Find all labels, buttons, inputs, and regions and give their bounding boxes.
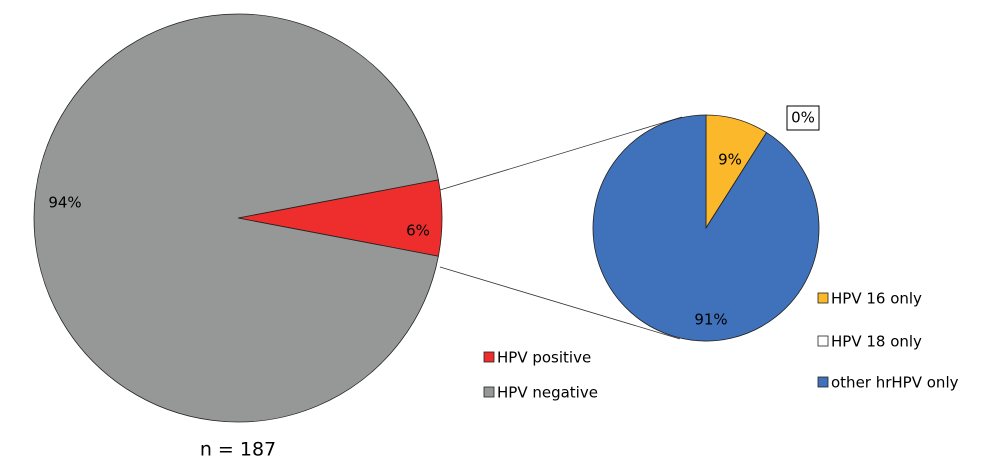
label-box xyxy=(786,105,820,131)
legend-label: HPV positive xyxy=(497,349,591,367)
pie-slice xyxy=(592,114,820,342)
data-label: 0% xyxy=(791,109,815,127)
legend-label: HPV negative xyxy=(497,384,598,402)
data-label: 9% xyxy=(718,151,742,169)
connector-line xyxy=(439,116,683,191)
annotation: n = 187 xyxy=(200,439,276,461)
data-label: 94% xyxy=(48,194,81,212)
legend-swatch xyxy=(483,386,495,398)
legend-swatch xyxy=(817,376,829,388)
legend-label: other hrHPV only xyxy=(831,374,959,392)
legend-swatch xyxy=(817,292,829,304)
pie-slice xyxy=(33,13,439,423)
legend-swatch xyxy=(483,351,495,363)
data-label: 6% xyxy=(406,222,430,240)
legend-label: HPV 18 only xyxy=(831,333,922,351)
legend-label: HPV 16 only xyxy=(831,290,922,308)
legend-swatch xyxy=(817,335,829,347)
connector-line xyxy=(439,266,681,340)
data-label: 91% xyxy=(694,311,727,329)
